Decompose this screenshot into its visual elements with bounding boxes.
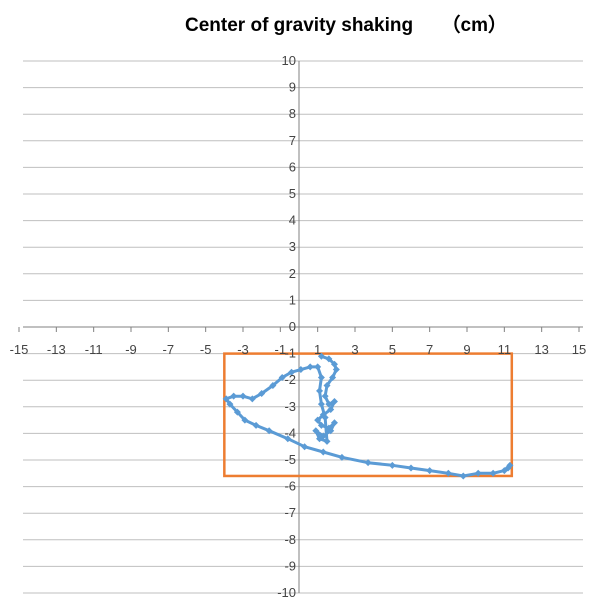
data-point <box>258 390 266 397</box>
x-tick-label: 5 <box>389 342 396 357</box>
data-point <box>265 427 273 435</box>
data-point <box>241 416 249 424</box>
data-point <box>323 382 331 390</box>
data-point <box>239 392 247 400</box>
y-tick-label: 1 <box>289 292 296 307</box>
data-point <box>323 437 331 445</box>
data-point <box>317 374 325 382</box>
x-tick-label: 7 <box>426 342 433 357</box>
y-tick-label: 2 <box>289 266 296 281</box>
y-tick-label: -9 <box>284 558 296 573</box>
data-point <box>230 392 238 400</box>
data-point <box>364 459 372 467</box>
data-point <box>312 427 320 435</box>
data-point <box>325 400 333 408</box>
y-tick-label: 6 <box>289 159 296 174</box>
data-point <box>252 421 260 429</box>
data-point <box>316 435 324 443</box>
y-tick-label: -8 <box>284 532 296 547</box>
data-point <box>269 382 277 390</box>
data-point <box>474 469 482 477</box>
data-point <box>284 435 292 443</box>
y-tick-label: 4 <box>289 213 296 228</box>
data-point <box>426 467 434 475</box>
y-tick-label: 5 <box>289 186 296 201</box>
data-point <box>459 472 467 480</box>
highlight-rectangle <box>223 352 514 478</box>
chart-title: Center of gravity shaking （cm） <box>185 15 508 36</box>
x-tick-label: 9 <box>463 342 470 357</box>
data-point <box>407 464 415 472</box>
data-point <box>314 363 322 371</box>
data-point <box>222 395 230 403</box>
series <box>222 352 514 480</box>
data-point <box>233 408 241 416</box>
x-tick-label: 3 <box>351 342 358 357</box>
data-point <box>248 395 256 403</box>
data-point <box>330 360 338 368</box>
y-tick-label: 7 <box>289 133 296 148</box>
x-tick-label: -13 <box>47 342 66 357</box>
data-point <box>278 374 286 382</box>
data-point <box>504 464 512 472</box>
data-point <box>288 368 296 376</box>
y-tick-label: 3 <box>289 239 296 254</box>
annotations <box>223 352 514 478</box>
x-tick-label: -15 <box>10 342 29 357</box>
y-tick-label: 10 <box>282 53 296 68</box>
y-tick-label: -7 <box>284 505 296 520</box>
x-tick-label: 1 <box>314 342 321 357</box>
y-tick-label: 8 <box>289 106 296 121</box>
x-tick-label: -3 <box>237 342 249 357</box>
data-point <box>226 400 234 408</box>
data-point <box>338 453 346 461</box>
data-point <box>316 387 324 395</box>
data-point <box>327 405 335 413</box>
data-point <box>329 374 337 382</box>
data-point <box>317 421 325 429</box>
data-point <box>321 392 329 400</box>
y-tick-label: 0 <box>289 319 296 334</box>
data-point <box>327 427 335 435</box>
y-tick-label: -10 <box>277 585 296 599</box>
series-line <box>224 354 512 478</box>
x-tick-label: 13 <box>534 342 548 357</box>
x-tick-labels: -15 -13 -11 -9 -7 -5 -3 -1 1 3 5 7 9 11 13 15 <box>10 342 587 357</box>
y-tick-label: -4 <box>284 425 296 440</box>
data-point <box>297 366 305 374</box>
data-point <box>319 448 327 456</box>
x-tick-label: -11 <box>85 342 103 357</box>
y-tick-label: -1 <box>284 346 296 361</box>
data-point <box>317 400 325 408</box>
data-point <box>314 416 322 424</box>
data-point <box>332 366 340 374</box>
data-point <box>325 355 333 363</box>
x-tick-label: -9 <box>125 342 137 357</box>
data-point <box>317 352 325 360</box>
x-tick-label: 15 <box>572 342 586 357</box>
y-tick-label: -3 <box>284 399 296 414</box>
data-point <box>306 363 314 371</box>
x-tick-label: -5 <box>200 342 212 357</box>
data-point <box>444 469 452 477</box>
x-tick-label: -1 <box>275 342 287 357</box>
data-point <box>301 443 309 451</box>
gridlines <box>23 60 583 594</box>
x-tick-label: -7 <box>163 342 175 357</box>
y-tick-label: 9 <box>289 80 296 95</box>
data-point <box>330 397 338 405</box>
axes <box>18 61 583 593</box>
y-tick-label: -5 <box>284 452 296 467</box>
data-point <box>321 413 329 421</box>
x-tick-label: 11 <box>498 342 512 357</box>
data-point <box>489 469 497 477</box>
y-tick-label: -2 <box>284 372 296 387</box>
data-point <box>388 461 396 469</box>
y-tick-label: -6 <box>284 479 296 494</box>
data-point <box>330 419 338 427</box>
